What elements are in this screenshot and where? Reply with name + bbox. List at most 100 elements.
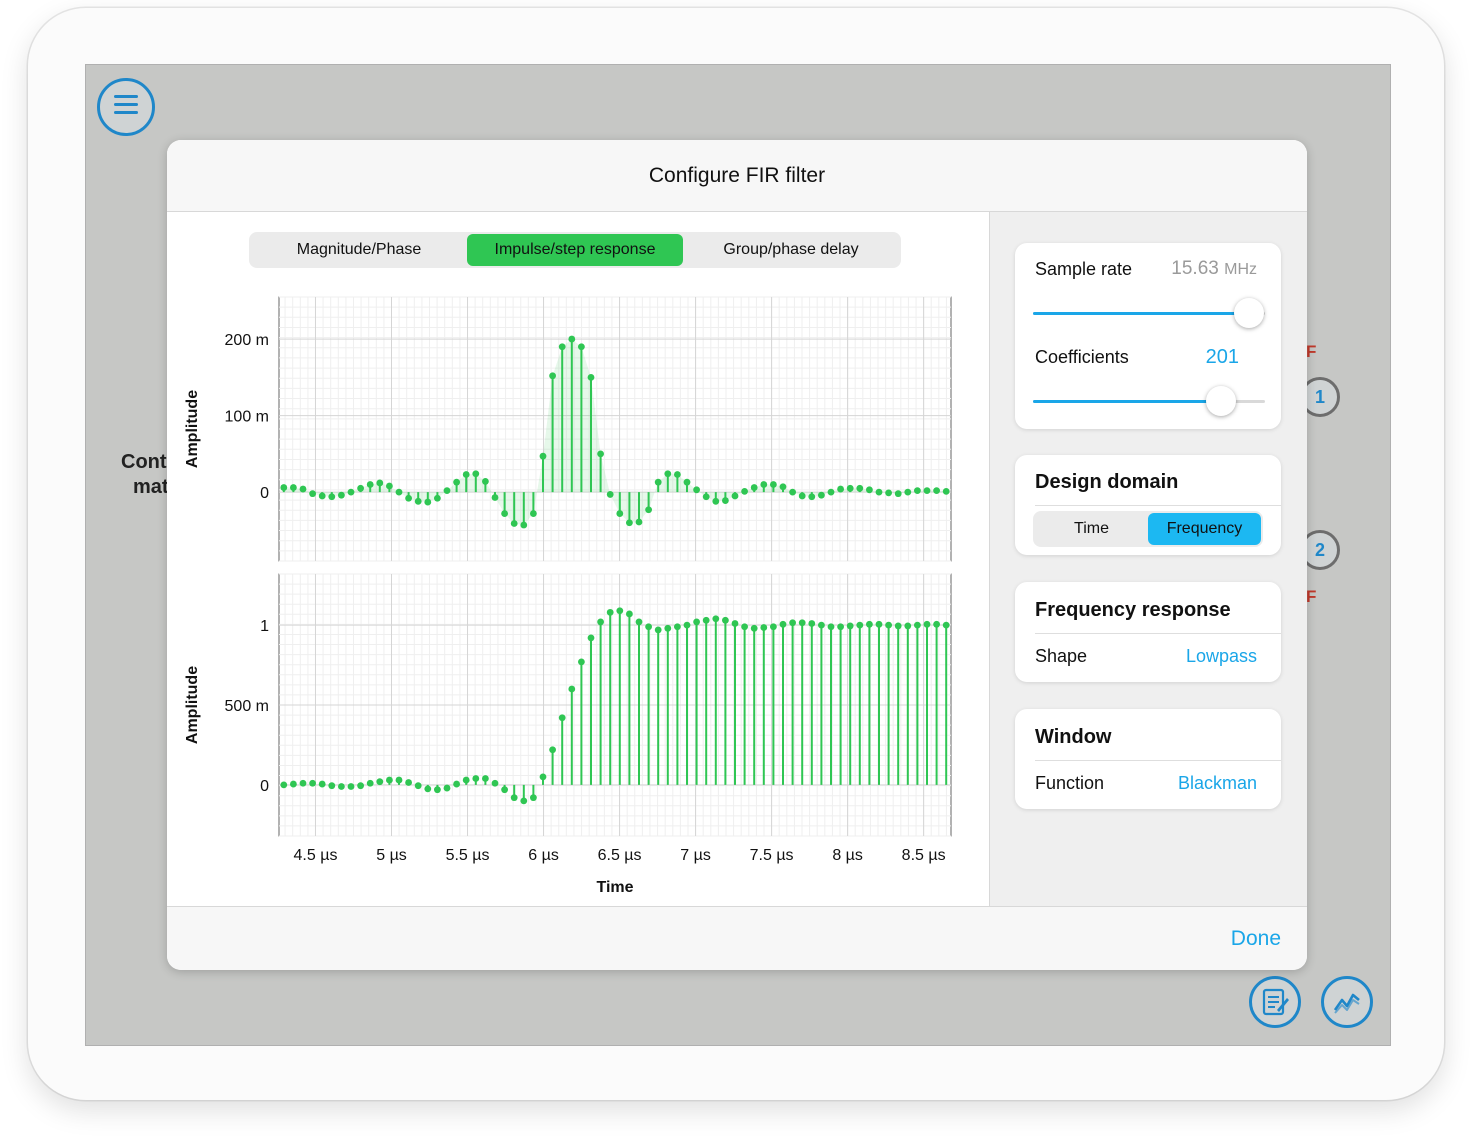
stem-marker	[587, 634, 595, 642]
menu-button[interactable]	[97, 78, 155, 136]
menu-icon	[114, 95, 138, 98]
coefficients-slider[interactable]	[1033, 386, 1265, 416]
stem-marker	[347, 488, 355, 496]
stem-marker	[290, 484, 297, 491]
trend-button[interactable]	[1321, 976, 1373, 1028]
domain-option-time[interactable]: Time	[1074, 520, 1109, 537]
stem-marker	[770, 623, 777, 631]
coefficients-slider-thumb[interactable]	[1205, 386, 1236, 416]
stem-marker	[664, 470, 672, 478]
stem-marker	[395, 488, 403, 496]
stem-marker	[856, 484, 864, 492]
stem-marker	[376, 479, 384, 487]
stem-marker	[318, 492, 326, 500]
sample-rate-slider-thumb[interactable]	[1233, 298, 1264, 328]
stem-marker	[472, 775, 480, 782]
x-tick-label: 4.5 µs	[294, 847, 338, 864]
sample-rate-slider[interactable]	[1033, 298, 1265, 328]
stem-marker	[654, 478, 662, 486]
x-tick-label: 7.5 µs	[750, 847, 794, 864]
stem-marker	[510, 520, 518, 527]
x-tick-label: 5 µs	[376, 847, 407, 864]
stem-marker	[894, 622, 902, 630]
stem-marker	[443, 784, 451, 792]
stem-marker	[616, 510, 624, 517]
notes-button[interactable]	[1249, 976, 1301, 1028]
window-divider	[1035, 760, 1281, 761]
stem-marker	[875, 488, 883, 496]
stem-marker	[616, 607, 624, 615]
stem-marker	[635, 618, 643, 626]
side-item-1-number: 1	[1314, 386, 1325, 407]
stem-marker	[818, 621, 825, 629]
view-tabs: Magnitude/Phase Impulse/step response Gr…	[249, 232, 901, 268]
stem-marker	[702, 616, 710, 624]
stem-marker	[904, 622, 912, 630]
coefficients-label: Coefficients	[1035, 347, 1129, 367]
sample-rate-number: 15.63	[1171, 258, 1219, 279]
stem-marker	[731, 620, 739, 627]
shape-value[interactable]: Lowpass	[1185, 646, 1257, 666]
domain-option-frequency[interactable]: Frequency	[1148, 513, 1261, 545]
stem-marker	[414, 497, 422, 505]
tab-magnitude-phase[interactable]: Magnitude/Phase	[296, 241, 422, 258]
stem-marker	[597, 618, 604, 626]
design-domain-toggle: Time Frequency	[1033, 511, 1263, 547]
stem-marker	[366, 481, 374, 488]
tab-group-phase-delay[interactable]: Group/phase delay	[723, 241, 859, 258]
stem-marker	[808, 620, 816, 627]
stem-marker	[741, 487, 748, 495]
stem-marker	[434, 786, 441, 794]
stem-marker	[923, 487, 931, 494]
stem-marker	[462, 776, 470, 784]
stem-marker	[309, 779, 316, 787]
frequency-response-title: Frequency response	[1035, 599, 1231, 621]
x-tick-label: 6 µs	[528, 847, 559, 864]
stem-marker	[578, 658, 585, 666]
y-tick-label: 0	[260, 485, 269, 502]
coefficients-slider-fill	[1033, 400, 1221, 403]
stem-marker	[395, 776, 403, 784]
stem-marker	[290, 780, 297, 788]
stem-marker	[558, 714, 566, 722]
stem-marker	[933, 487, 940, 494]
stem-marker	[491, 494, 499, 501]
stem-marker	[530, 794, 537, 802]
stem-marker	[702, 493, 710, 501]
stem-marker	[693, 486, 700, 494]
y-tick-label: 500 m	[225, 698, 269, 715]
side-item-2-number: 2	[1314, 539, 1325, 560]
stem-marker	[510, 794, 518, 802]
stem-marker	[741, 623, 748, 631]
done-button[interactable]: Done	[1230, 927, 1281, 950]
stem-marker	[491, 779, 499, 787]
stem-marker	[405, 494, 412, 502]
frequency-response-card: Frequency response Shape Lowpass	[1015, 582, 1281, 682]
stem-marker	[376, 778, 384, 786]
stem-marker	[683, 621, 691, 629]
stem-marker	[635, 518, 643, 526]
background-label-2: mat	[133, 476, 169, 498]
stem-marker	[712, 497, 720, 505]
tab-impulse-step-response[interactable]: Impulse/step response	[467, 234, 683, 266]
stem-marker	[549, 746, 556, 754]
trend-icon	[1333, 993, 1360, 1014]
stem-marker	[645, 623, 652, 631]
stem-marker	[386, 482, 393, 490]
stem-marker	[760, 481, 768, 488]
x-tick-label: 7 µs	[680, 847, 711, 864]
stem-marker	[942, 621, 950, 629]
stem-marker	[501, 786, 508, 794]
stem-marker	[520, 797, 528, 805]
function-label: Function	[1035, 773, 1105, 793]
stem-marker	[434, 494, 441, 502]
stem-marker	[530, 510, 537, 517]
stem-marker	[520, 521, 528, 529]
stem-marker	[597, 450, 604, 458]
function-value[interactable]: Blackman	[1177, 773, 1257, 793]
stem-marker	[885, 621, 892, 629]
stem-marker	[779, 620, 787, 628]
sample-rate-value: 15.63 MHz	[1171, 258, 1257, 280]
stem-marker	[453, 780, 460, 788]
stem-marker	[549, 372, 556, 380]
